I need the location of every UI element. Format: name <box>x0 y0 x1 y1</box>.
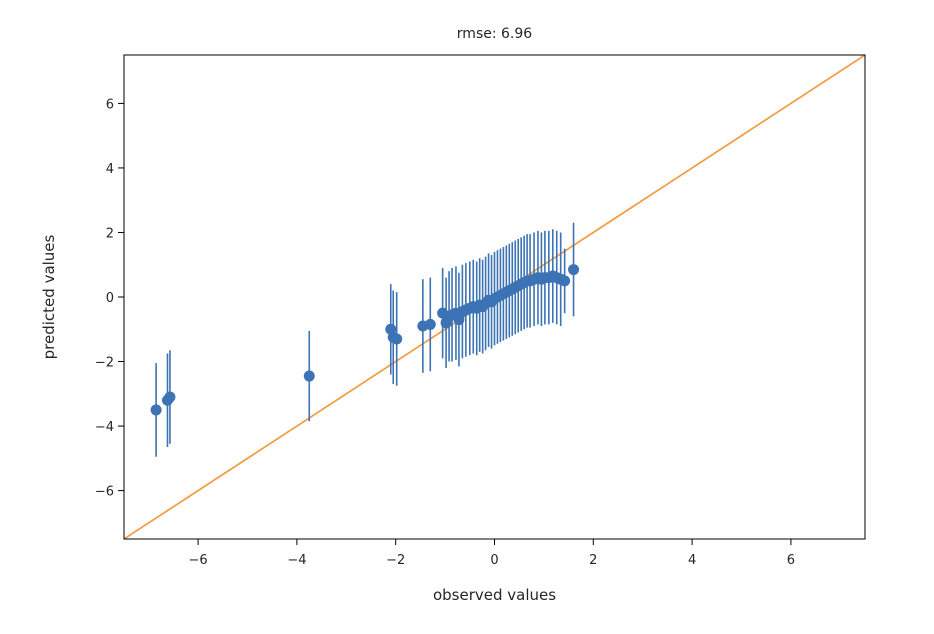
data-point <box>391 333 403 345</box>
y-tick-label: −6 <box>95 485 114 500</box>
x-ticks: −6 −4 −2 0 2 4 6 <box>189 539 795 568</box>
y-tick-label: 2 <box>106 226 114 241</box>
y-tick-label: 4 <box>106 162 114 177</box>
x-tick-label: −6 <box>189 553 208 568</box>
chart-title: rmse: 6.96 <box>457 26 532 42</box>
data-point <box>568 264 580 276</box>
data-point <box>303 370 315 382</box>
x-tick-label: 4 <box>688 553 696 568</box>
y-ticks: −6 −4 −2 0 2 4 6 <box>95 97 124 500</box>
y-tick-label: −2 <box>95 356 114 371</box>
data-point <box>559 275 571 287</box>
plot-area <box>124 55 865 539</box>
data-point <box>150 404 162 416</box>
y-tick-label: 6 <box>106 97 114 112</box>
y-tick-label: 0 <box>106 291 114 306</box>
y-axis-label: predicted values <box>40 234 58 359</box>
y-tick-label: −4 <box>95 420 114 435</box>
x-tick-label: −4 <box>287 553 306 568</box>
data-point <box>164 391 176 403</box>
x-axis-label: observed values <box>433 586 556 604</box>
x-tick-label: 2 <box>589 553 597 568</box>
data-point <box>424 318 436 330</box>
x-tick-label: 0 <box>490 553 498 568</box>
x-tick-label: −2 <box>386 553 405 568</box>
x-tick-label: 6 <box>787 553 795 568</box>
